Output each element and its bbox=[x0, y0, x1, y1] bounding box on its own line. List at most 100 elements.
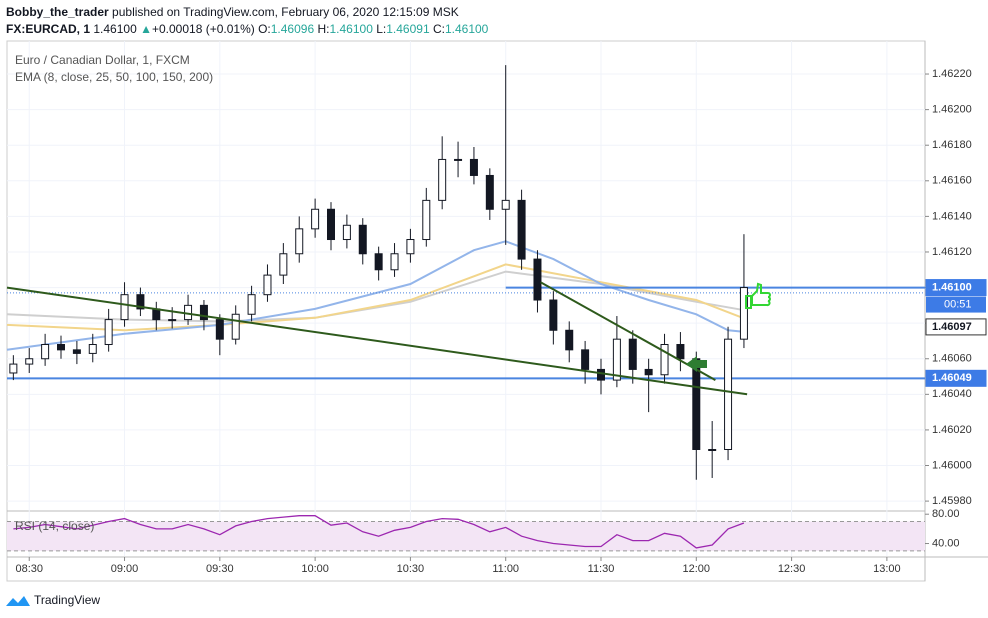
legend-ema: EMA (8, close, 25, 50, 100, 150, 200) bbox=[15, 70, 213, 84]
l: 1.46091 bbox=[386, 22, 430, 36]
y-tick-label: 1.46120 bbox=[932, 246, 972, 258]
x-tick-label: 12:00 bbox=[683, 563, 711, 575]
candle-body bbox=[327, 208, 335, 241]
candle-body bbox=[57, 344, 65, 351]
candle-body bbox=[739, 287, 748, 340]
candle-body bbox=[88, 344, 97, 354]
candle-body bbox=[422, 199, 431, 241]
arrow-icon bbox=[686, 356, 707, 372]
candle-body bbox=[279, 253, 288, 276]
logo-mark bbox=[6, 596, 30, 606]
candle-body bbox=[358, 224, 367, 255]
h: 1.46100 bbox=[329, 22, 373, 36]
o-label: O: bbox=[258, 22, 271, 36]
published: published on TradingView.com, February 0… bbox=[112, 5, 459, 19]
candle-body bbox=[581, 349, 590, 370]
x-tick-label: 08:30 bbox=[15, 563, 43, 575]
candle-body bbox=[469, 158, 478, 176]
price-label-box bbox=[925, 369, 987, 387]
candle-body bbox=[136, 294, 145, 310]
h-label: H: bbox=[317, 22, 329, 36]
candle-body bbox=[199, 304, 208, 321]
author: Bobby_the_trader bbox=[6, 5, 109, 19]
rsi-band-fill bbox=[7, 521, 925, 551]
footer-logo bbox=[6, 596, 30, 606]
candle-body bbox=[263, 274, 272, 296]
candle-body bbox=[597, 368, 605, 381]
candle-body bbox=[231, 313, 240, 340]
candle-body bbox=[25, 358, 34, 365]
candle-body bbox=[104, 319, 113, 346]
x-tick-label: 10:00 bbox=[301, 563, 329, 575]
x-tick-label: 11:00 bbox=[492, 563, 519, 575]
candle-body bbox=[628, 338, 637, 370]
ohlc-line: FX:EURCAD, 1 1.46100 ▲+0.00018 (+0.01%) … bbox=[6, 22, 489, 36]
y-tick-label: 1.45980 bbox=[932, 495, 972, 507]
y-tick-label: 1.46040 bbox=[932, 388, 972, 400]
candle-body bbox=[644, 368, 653, 376]
candle-body bbox=[247, 294, 256, 315]
countdown: 00:51 bbox=[944, 298, 972, 310]
header-line: Bobby_the_trader published on TradingVie… bbox=[6, 5, 459, 19]
countdown-box bbox=[926, 296, 986, 313]
y-tick-label: 80.00 bbox=[932, 508, 960, 520]
last: 1.46100 bbox=[93, 22, 137, 36]
candle-body bbox=[517, 199, 526, 260]
x-tick-label: 13:00 bbox=[873, 563, 901, 575]
y-tick-label: 1.46160 bbox=[932, 175, 972, 187]
candle-body bbox=[501, 199, 510, 210]
price-label-box bbox=[925, 318, 987, 336]
trend-line bbox=[540, 281, 716, 381]
y-tick-label: 1.46220 bbox=[932, 68, 972, 80]
rsi-line bbox=[13, 515, 745, 549]
footer-brand: TradingView bbox=[34, 593, 100, 607]
candle-body bbox=[152, 308, 161, 321]
change-arrow: ▲ bbox=[140, 22, 152, 36]
candle-body bbox=[549, 299, 558, 331]
price-label: 1.46049 bbox=[932, 372, 972, 384]
grid bbox=[7, 41, 925, 556]
candle-body bbox=[374, 253, 383, 271]
symbol: FX:EURCAD, 1 bbox=[6, 22, 90, 36]
candle-body bbox=[390, 253, 399, 271]
price-label: 1.46097 bbox=[932, 321, 972, 333]
candle-body bbox=[708, 448, 717, 451]
o: 1.46096 bbox=[271, 22, 315, 36]
y-tick-label: 1.46020 bbox=[932, 424, 972, 436]
candle-body bbox=[168, 319, 177, 322]
candle-body bbox=[454, 158, 463, 161]
x-tick-label: 09:00 bbox=[111, 563, 139, 575]
frame bbox=[6, 40, 926, 582]
candle-body bbox=[120, 294, 129, 321]
candle-body bbox=[676, 344, 685, 360]
candle-body bbox=[311, 208, 320, 230]
price-label-box bbox=[925, 279, 987, 297]
ema-line bbox=[6, 263, 748, 332]
trend-line bbox=[6, 286, 748, 396]
candle-body bbox=[660, 344, 669, 376]
x-tick-label: 11:30 bbox=[588, 563, 615, 575]
candle-body bbox=[692, 358, 701, 450]
candle-body bbox=[215, 319, 224, 340]
thumbs-up-icon bbox=[745, 282, 771, 309]
y-tick-label: 1.46200 bbox=[932, 104, 972, 116]
price-label: 1.46100 bbox=[932, 281, 972, 293]
y-tick-label: 1.46140 bbox=[932, 210, 972, 222]
candle-body bbox=[612, 338, 621, 381]
y-tick-label: 1.46000 bbox=[932, 459, 972, 471]
l-label: L: bbox=[376, 22, 386, 36]
candle-body bbox=[406, 239, 415, 255]
change: +0.00018 (+0.01%) bbox=[152, 22, 255, 36]
plot: 1.45980 1.46000 1.46020 1.46040 1.46060 1.460… bbox=[6, 65, 987, 575]
candle-body bbox=[342, 224, 351, 241]
candle-body bbox=[9, 363, 18, 374]
candle-body bbox=[438, 158, 447, 201]
candle-body bbox=[72, 349, 81, 354]
x-tick-label: 12:30 bbox=[778, 563, 806, 575]
c-label: C: bbox=[433, 22, 445, 36]
candle-body bbox=[485, 174, 494, 210]
candle-body bbox=[533, 258, 542, 301]
candle-body bbox=[41, 344, 50, 360]
